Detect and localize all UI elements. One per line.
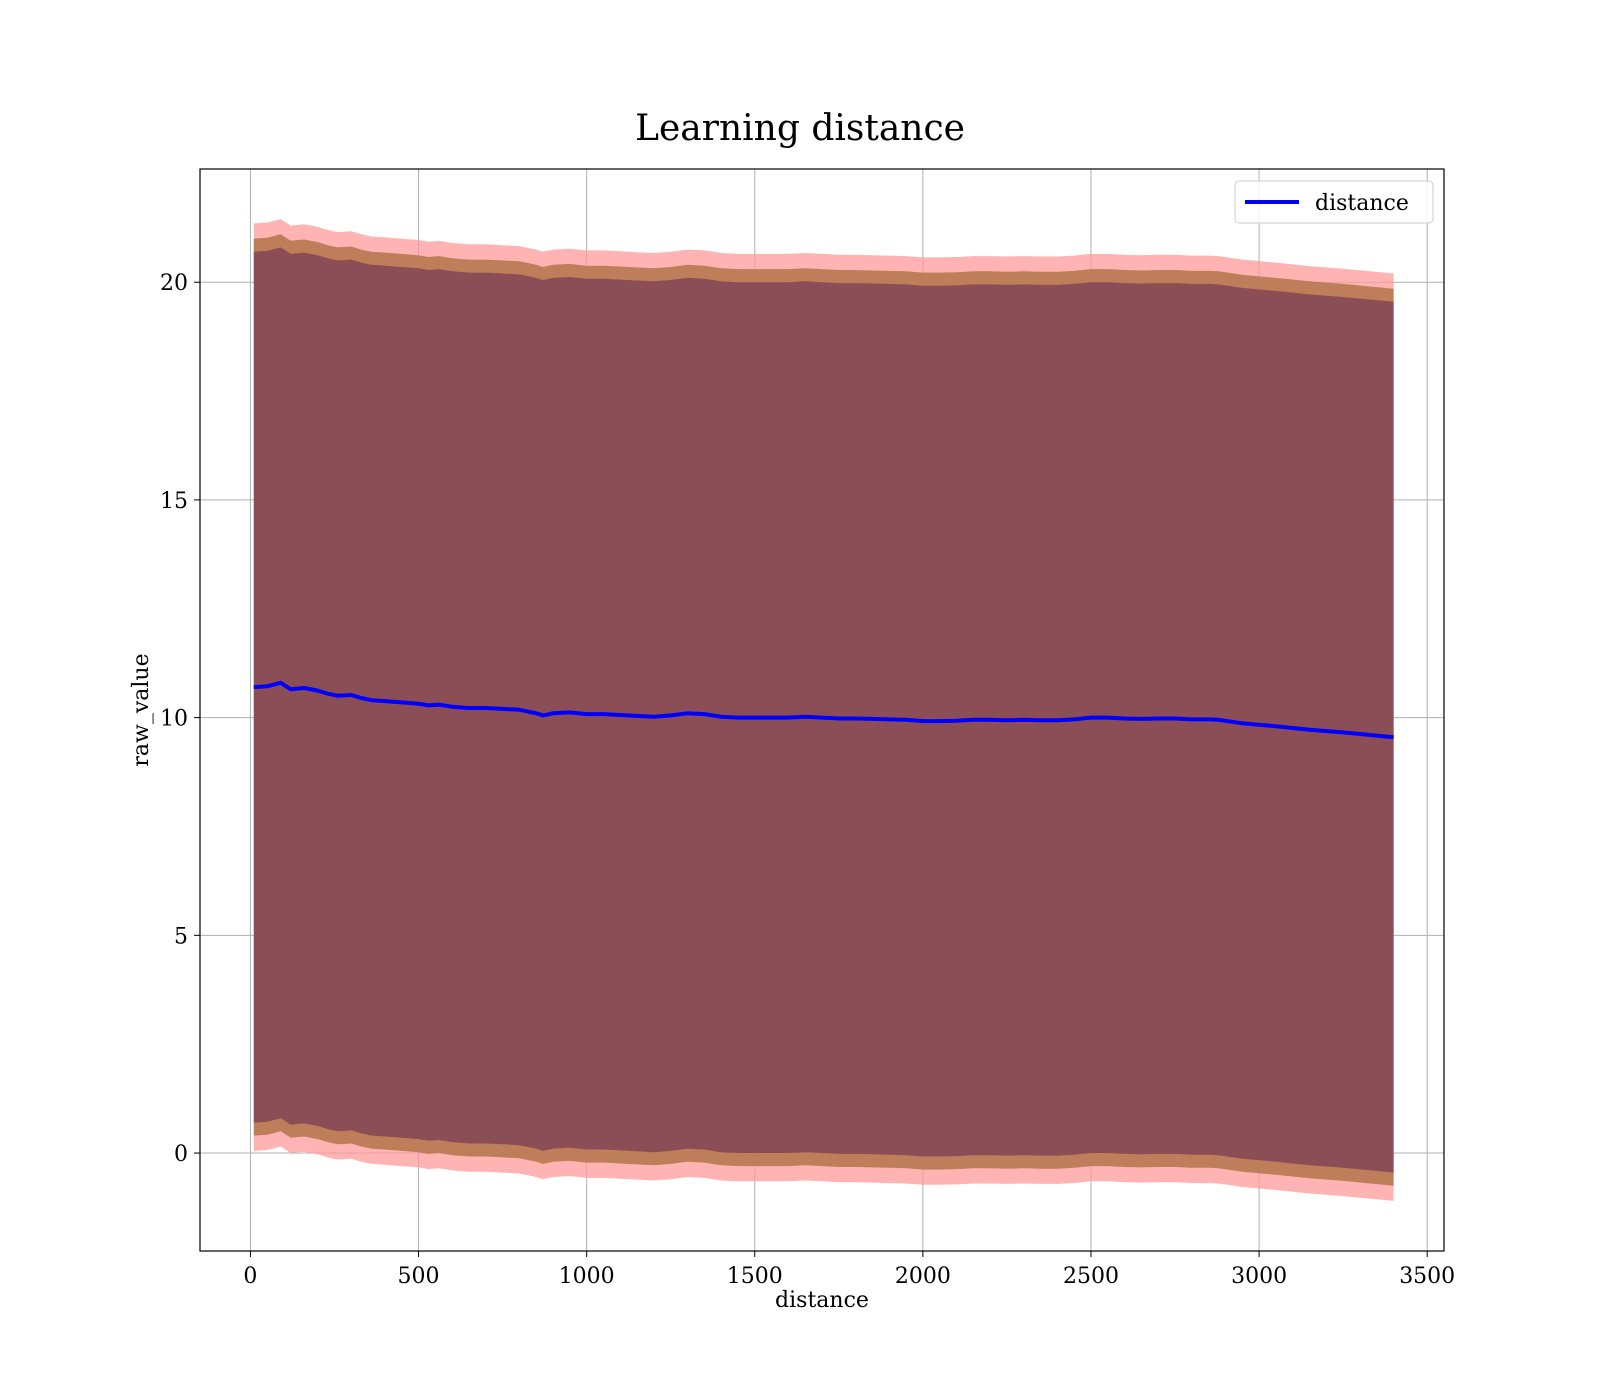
chart-title: Learning distance [635, 108, 965, 149]
x-tick-label: 3000 [1231, 1264, 1287, 1289]
x-tick-label: 500 [398, 1264, 440, 1289]
x-tick-label: 2000 [895, 1264, 951, 1289]
legend-label: distance [1315, 191, 1409, 216]
plot-frame [199, 168, 1445, 1252]
y-tick-label: 10 [160, 707, 188, 732]
x-tick-label: 2500 [1063, 1264, 1119, 1289]
x-tick-layer: 0 500 1000 1500 2000 2500 3000 3500 [243, 1251, 1455, 1289]
x-tick-label: 1500 [727, 1264, 783, 1289]
y-tick-label: 0 [174, 1142, 188, 1167]
legend-box [1234, 180, 1434, 224]
y-tick-label: 15 [160, 489, 188, 514]
y-tick-label: 20 [160, 271, 188, 296]
x-tick-label: 0 [243, 1264, 257, 1289]
inner-band [253, 247, 1394, 1173]
y-tick-label: 5 [174, 924, 188, 949]
x-axis-label: distance [775, 1288, 869, 1313]
y-tick-layer: 0 5 10 15 20 [160, 271, 200, 1167]
y-axis-label: raw_value [129, 653, 154, 766]
x-tick-label: 3500 [1399, 1264, 1455, 1289]
x-tick-label: 1000 [559, 1264, 615, 1289]
band-layer [253, 219, 1394, 1201]
line-layer [253, 680, 1394, 740]
legend: distance [1234, 180, 1434, 224]
series-line-distance [253, 680, 1394, 740]
